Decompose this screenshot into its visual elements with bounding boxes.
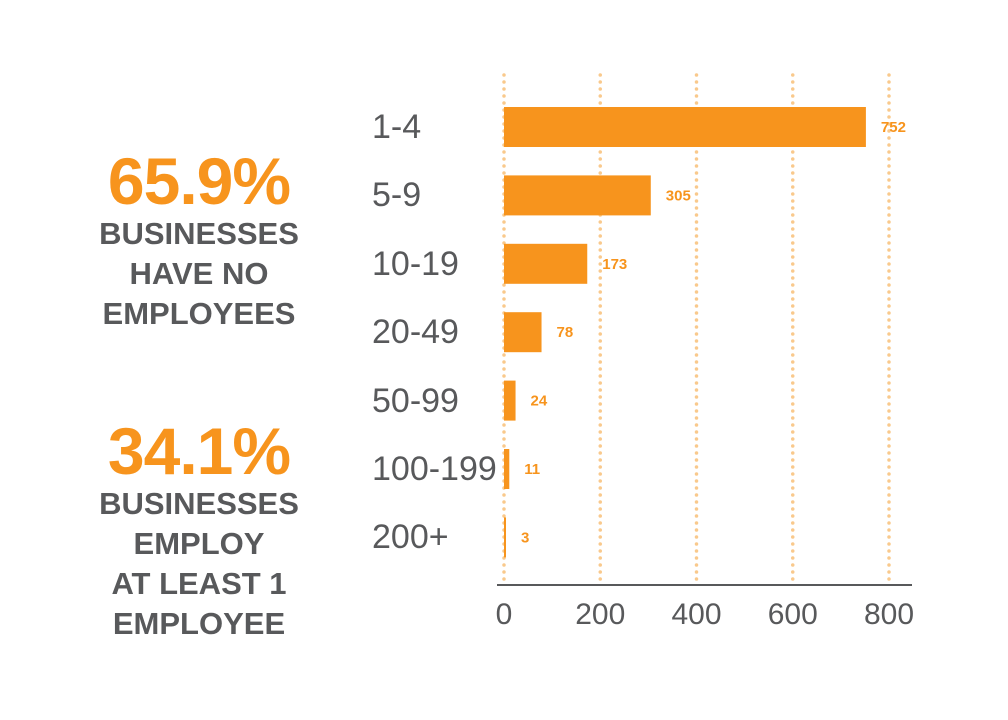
stat-with-employees-line-2: EMPLOY [133, 526, 265, 561]
value-label-5-9: 305 [666, 187, 691, 204]
value-label-1-4: 752 [881, 119, 906, 136]
category-label-5-9: 5-9 [372, 176, 422, 215]
stat-no-employees-value: 65.9% [107, 144, 291, 218]
bar-50-99 [504, 380, 516, 421]
stat-with-employees-line-3: AT LEAST 1 [111, 566, 287, 601]
category-label-100-199: 100-199 [372, 450, 497, 488]
stat-with-employees-line-1: BUSINESSES [99, 486, 299, 521]
stat-with-employees-line-4: EMPLOYEE [112, 606, 286, 641]
bar-20-49 [504, 312, 542, 353]
x-tick-label-800: 800 [864, 598, 914, 631]
bar-100-199 [504, 449, 510, 489]
category-label-50-99: 50-99 [372, 381, 459, 420]
category-label-20-49: 20-49 [372, 313, 459, 352]
value-label-20-49: 78 [557, 324, 574, 341]
stat-no-employees-line-2: HAVE NO [129, 256, 269, 291]
value-label-200+: 3 [521, 529, 529, 546]
category-label-10-19: 10-19 [372, 244, 459, 283]
stat-no-employees-line-3: EMPLOYEES [102, 296, 296, 331]
x-tick-label-200: 200 [575, 598, 625, 631]
x-tick-label-600: 600 [768, 598, 818, 631]
x-tick-label-0: 0 [496, 598, 513, 631]
bar-200+ [504, 517, 506, 558]
bar-1-4 [504, 107, 866, 147]
bar-5-9 [504, 175, 651, 216]
value-label-100-199: 11 [524, 461, 540, 478]
bar-10-19 [504, 243, 588, 284]
category-label-200+: 200+ [372, 518, 449, 557]
stat-with-employees-value: 34.1% [107, 414, 291, 488]
stat-with-employees: 34.1% BUSINESSES EMPLOY AT LEAST 1 EMPLO… [60, 418, 338, 644]
category-label-1-4: 1-4 [372, 108, 422, 146]
x-tick-label-400: 400 [671, 598, 721, 631]
value-label-10-19: 173 [602, 256, 627, 273]
stat-no-employees-line-1: BUSINESSES [99, 216, 299, 251]
value-label-50-99: 24 [531, 393, 548, 410]
stat-no-employees: 65.9% BUSINESSES HAVE NO EMPLOYEES [60, 148, 338, 334]
